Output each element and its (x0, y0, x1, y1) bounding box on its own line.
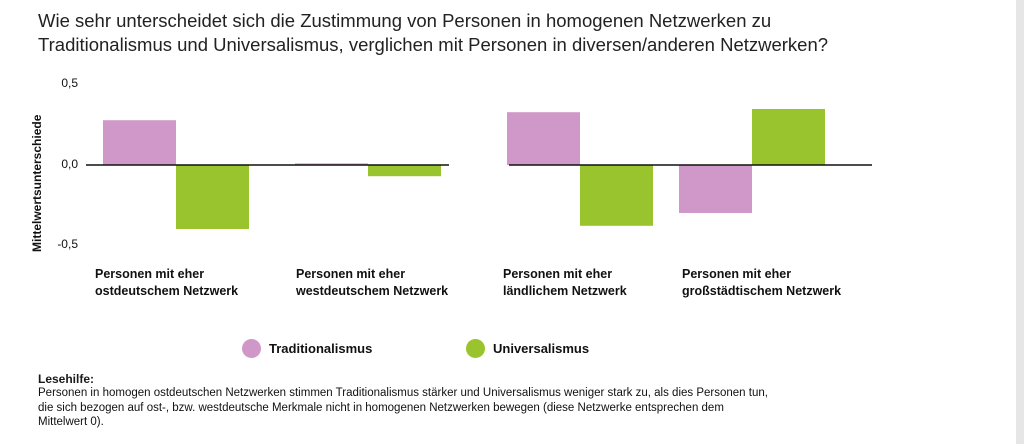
category-label-laendlich: Personen mit eher ländlichem Netzwerk (503, 266, 627, 300)
bar-traditionalismus-3 (679, 165, 752, 213)
reading-hint: Lesehilfe: Personen in homogen ostdeutsc… (38, 372, 938, 430)
category-label-line: ostdeutschem Netzwerk (95, 284, 239, 298)
category-label-line: ländlichem Netzwerk (503, 284, 627, 298)
bar-traditionalismus-0 (103, 120, 176, 165)
legend-swatch-traditionalismus (242, 339, 261, 358)
category-label-line: Personen mit eher (682, 267, 792, 281)
category-label-grossstaedtisch: Personen mit eher großstädtischem Netzwe… (682, 266, 841, 300)
bar-universalismus-3 (752, 109, 825, 165)
legend-item-universalismus: Universalismus (466, 339, 589, 358)
reading-hint-line-2: die sich bezogen auf ost-, bzw. westdeut… (38, 401, 724, 414)
y-tick-label: -0,5 (57, 237, 78, 251)
y-tick-label: 0,0 (61, 157, 78, 171)
bar-traditionalismus-1 (295, 163, 368, 165)
bar-universalismus-0 (176, 165, 249, 229)
category-label-ost: Personen mit eher ostdeutschem Netzwerk (95, 266, 238, 300)
bar-universalismus-2 (580, 165, 653, 226)
y-tick-label: 0,5 (61, 76, 78, 90)
legend-item-traditionalismus: Traditionalismus (242, 339, 372, 358)
reading-hint-line-3: Mittelwert 0). (38, 416, 104, 428)
title-line-2: Traditionalismus und Universalismus, ver… (38, 34, 829, 55)
reading-hint-title: Lesehilfe: (38, 372, 95, 386)
bar-traditionalismus-2 (507, 112, 580, 165)
reading-hint-line-1: Personen in homogen ostdeutschen Netzwer… (38, 387, 768, 399)
legend-label-traditionalismus: Traditionalismus (269, 341, 373, 356)
bar-universalismus-1 (368, 165, 441, 177)
title-line-1: Wie sehr unterscheidet sich die Zustimmu… (38, 10, 772, 31)
legend-label-universalismus: Universalismus (493, 341, 590, 356)
category-label-line: Personen mit eher (95, 267, 205, 281)
category-label-line: großstädtischem Netzwerk (682, 284, 842, 298)
category-label-line: westdeutschem Netzwerk (296, 284, 449, 298)
category-label-line: Personen mit eher (296, 267, 406, 281)
category-label-line: Personen mit eher (503, 267, 613, 281)
chart-title: Wie sehr unterscheidet sich die Zustimmu… (38, 9, 938, 57)
category-label-west: Personen mit eher westdeutschem Netzwerk (296, 266, 448, 300)
legend-swatch-universalismus (466, 339, 485, 358)
page-edge (1016, 0, 1024, 444)
